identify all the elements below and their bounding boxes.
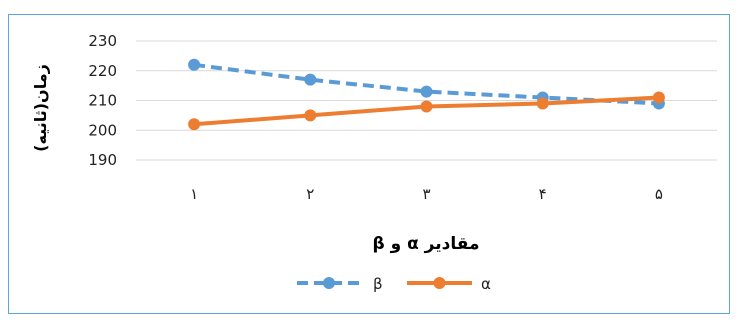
data-point <box>304 73 317 86</box>
legend-item: α <box>407 275 491 293</box>
y-axis-label: زمان(ثانیه) <box>31 64 50 152</box>
y-tick-label: 190 <box>88 151 117 169</box>
legend-label: β <box>373 275 383 293</box>
data-point <box>420 85 433 98</box>
data-point <box>536 97 549 110</box>
data-point <box>188 58 201 71</box>
y-tick-label: 230 <box>88 32 117 50</box>
y-axis-ticks: 190 200 210 220 230 <box>88 32 117 169</box>
grid-lines <box>136 40 717 161</box>
x-tick-label: ۵ <box>655 185 663 203</box>
legend-marker <box>323 277 335 289</box>
series-lines <box>188 58 665 131</box>
x-tick-label: ۴ <box>539 185 547 203</box>
y-tick-label: 200 <box>88 121 117 139</box>
data-point <box>420 100 433 113</box>
series-2 <box>188 91 665 131</box>
y-tick-label: 220 <box>88 62 117 80</box>
x-tick-label: ٣ <box>422 185 430 203</box>
legend-item: β <box>297 275 383 293</box>
x-axis-ticks: ١ ٢ ٣ ۴ ۵ <box>190 185 663 203</box>
y-tick-label: 210 <box>88 92 117 110</box>
x-tick-label: ٢ <box>306 185 314 203</box>
x-tick-label: ١ <box>190 185 198 203</box>
data-point <box>652 91 665 104</box>
legend-marker <box>433 277 446 289</box>
chart-frame <box>8 14 730 314</box>
x-axis-label: مقادیر α و β <box>372 234 479 254</box>
series-line <box>193 62 660 106</box>
legend-label: α <box>481 275 491 293</box>
data-point <box>304 109 317 122</box>
data-point <box>188 118 201 131</box>
